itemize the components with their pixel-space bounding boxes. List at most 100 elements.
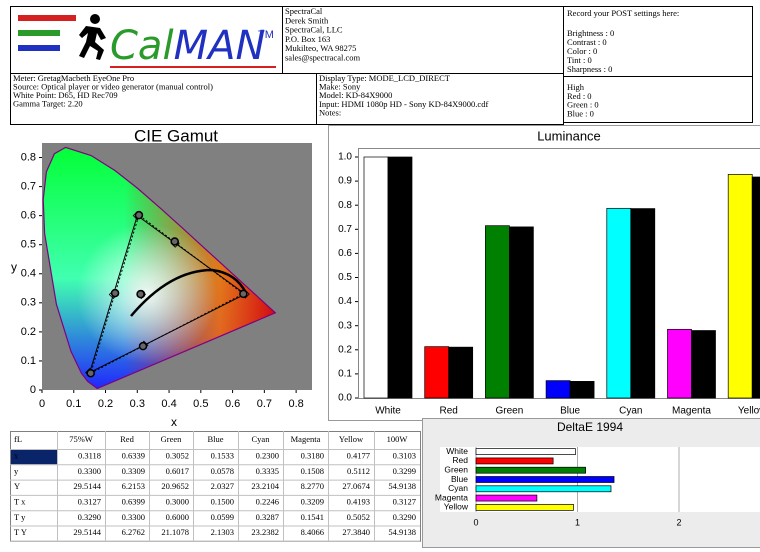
settings-line: Sharpness : 0	[567, 64, 612, 74]
plot-frame	[358, 148, 760, 399]
bar	[606, 207, 632, 399]
table-cell: 0.6339	[122, 451, 145, 461]
table-cell: 0.6017	[166, 466, 189, 476]
x-tick-label: 1	[575, 517, 580, 527]
bar	[751, 176, 760, 399]
table-cell: 0.3103	[393, 451, 416, 461]
logo-prefix: Cal	[110, 23, 174, 69]
bar	[475, 485, 612, 493]
bar	[475, 494, 538, 502]
bar	[509, 226, 534, 399]
y-tick-label: 0.4	[21, 268, 36, 280]
bar	[475, 466, 586, 474]
y-tick-label: Red	[452, 455, 468, 465]
header-line: Red : 0	[567, 91, 592, 101]
header-line: SpectraCal, LLC	[285, 25, 343, 35]
y-tick-label: 0.8	[21, 151, 36, 163]
x-tick-label: Red	[440, 406, 458, 417]
x-tick-label: White	[375, 406, 401, 417]
table-cell: 0.2246	[256, 497, 279, 507]
y-axis-label: y	[11, 260, 17, 274]
table-cell: 0.3290	[78, 512, 101, 522]
table-cell: 0.5052	[347, 512, 370, 522]
table-cell: 0.3180	[301, 451, 324, 461]
bar	[475, 504, 574, 511]
table-cell: 0.4177	[347, 451, 370, 461]
x-tick-label: 0.2	[98, 398, 113, 410]
column-header: Green	[161, 434, 183, 444]
measured-point	[86, 368, 95, 378]
y-tick-label: 0.4	[338, 296, 352, 307]
column-header: 100W	[387, 434, 408, 444]
column-header: Red	[120, 434, 134, 444]
y-tick-label: 0.8	[338, 200, 352, 211]
header-line: Gamma Target: 2.20	[13, 98, 83, 108]
table-cell: 0.2300	[256, 451, 279, 461]
y-tick-label: 0	[30, 384, 36, 396]
x-tick-label: Yellow	[738, 406, 760, 417]
x-tick-label: 0.5	[193, 398, 208, 410]
y-tick-label: 0.2	[338, 344, 352, 355]
column-header: 75%W	[69, 434, 93, 444]
table-cell: 0.4193	[347, 497, 370, 507]
header-frame	[10, 6, 753, 125]
table-cell: 23.2104	[251, 481, 279, 491]
table-cell: 20.9652	[161, 481, 189, 491]
header-line: P.O. Box 163	[285, 34, 330, 44]
bar	[424, 346, 450, 399]
y-tick-label: 0.6	[338, 248, 352, 259]
table-cell: 29.5144	[73, 527, 101, 537]
table-cell: 6.2153	[122, 481, 145, 491]
y-tick-label: 0.1	[338, 369, 352, 380]
header-line: sales@spectracal.com	[285, 52, 360, 62]
header-line: Notes:	[319, 107, 341, 117]
x-tick-label: Blue	[560, 406, 580, 417]
logo-suffix: MAN	[174, 23, 266, 69]
column-header: Blue	[207, 434, 223, 444]
x-tick-label: 0.6	[225, 398, 240, 410]
header-line: Blue : 0	[567, 108, 594, 118]
measured-point	[239, 289, 248, 299]
y-tick-label: 0.6	[21, 210, 36, 222]
y-tick-label: Yellow	[444, 502, 469, 512]
table-cell: 0.0599	[211, 512, 234, 522]
settings-line: Record your POST settings here:	[567, 8, 679, 18]
header-line: Derek Smith	[285, 15, 329, 25]
y-tick-label: Magenta	[435, 492, 468, 502]
logo: CalMAN TM	[18, 14, 276, 69]
x-tick-label: 0.4	[161, 398, 176, 410]
y-tick-label: 1.0	[338, 152, 352, 163]
bar	[485, 225, 510, 399]
table-cell: 0.3309	[122, 466, 145, 476]
x-tick-label: 0	[473, 517, 478, 527]
bar	[569, 381, 595, 399]
column-header: Magenta	[291, 434, 321, 444]
table-cell: 0.3052	[166, 451, 189, 461]
x-tick-label: 0	[39, 398, 45, 410]
table-cell: 0.1500	[211, 497, 234, 507]
table-cell: 21.1078	[161, 527, 189, 537]
table-cell: 0.3127	[393, 497, 416, 507]
bar	[545, 380, 571, 399]
header-line: Make: Sony	[319, 82, 361, 92]
header-line: Meter: GretagMacbeth EyeOne Pro	[13, 73, 134, 83]
table-cell: 0.5112	[347, 466, 370, 476]
y-tick-label: 0.0	[338, 393, 352, 404]
table-cell: 0.0578	[211, 466, 234, 476]
header-line: Mukilteo, WA 98275	[285, 43, 356, 53]
bar	[630, 208, 656, 399]
bar	[691, 330, 716, 399]
table-cell: 29.5144	[73, 481, 101, 491]
row-label: T Y	[14, 527, 27, 537]
y-tick-label: 0.3	[338, 320, 352, 331]
table-cell: 0.1533	[211, 451, 234, 461]
x-tick-label: Cyan	[619, 406, 642, 417]
table-cell: 0.6000	[166, 512, 189, 522]
table-cell: 0.3118	[78, 451, 101, 461]
table-cell: 27.3840	[342, 527, 370, 537]
table-cell: 27.0674	[342, 481, 370, 491]
y-tick-label: Blue	[451, 474, 468, 484]
table-cell: 0.3290	[393, 512, 416, 522]
table-cell: 0.3300	[78, 466, 101, 476]
